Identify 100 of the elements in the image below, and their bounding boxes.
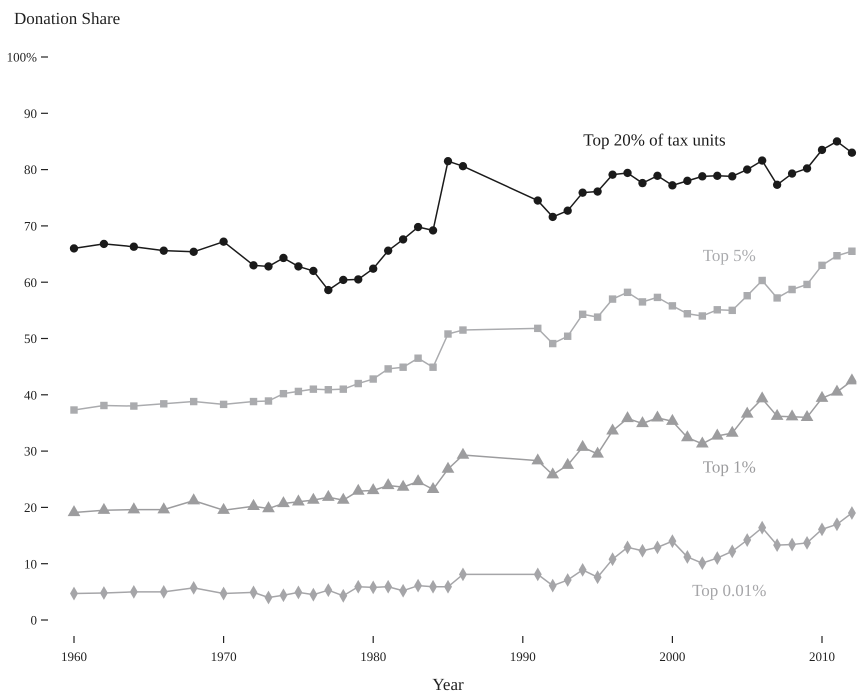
point xyxy=(264,262,273,271)
point xyxy=(399,364,407,371)
point xyxy=(638,178,647,188)
y-tick-label: 20 xyxy=(24,500,37,515)
y-tick-label: 50 xyxy=(24,331,37,346)
point xyxy=(249,261,258,270)
point xyxy=(534,196,542,205)
point xyxy=(190,398,198,406)
x-tick-label: 2010 xyxy=(809,649,835,664)
point xyxy=(100,240,108,248)
point xyxy=(414,354,422,362)
point xyxy=(698,172,707,181)
point xyxy=(638,298,646,306)
point xyxy=(549,340,556,348)
point xyxy=(444,156,452,166)
point xyxy=(773,294,781,302)
point xyxy=(728,306,736,314)
x-tick-label: 1960 xyxy=(61,649,87,664)
point xyxy=(668,181,677,190)
point xyxy=(294,262,303,271)
point xyxy=(280,390,288,398)
point xyxy=(130,242,138,251)
point xyxy=(384,246,392,255)
y-axis-title: Donation Share xyxy=(14,9,120,28)
point xyxy=(758,156,766,165)
point xyxy=(833,252,841,260)
x-tick-label: 1980 xyxy=(360,649,386,664)
point xyxy=(803,280,811,288)
point xyxy=(130,402,138,410)
point xyxy=(802,164,812,173)
x-tick-label: 1990 xyxy=(510,649,536,664)
point xyxy=(654,294,662,302)
point xyxy=(354,275,362,284)
point xyxy=(564,332,572,340)
y-tick-label: 30 xyxy=(24,444,37,459)
point xyxy=(593,187,602,196)
point xyxy=(458,162,468,170)
point xyxy=(160,246,168,255)
point xyxy=(339,276,348,284)
point xyxy=(279,254,288,262)
point xyxy=(743,292,751,300)
point xyxy=(668,302,676,310)
point xyxy=(683,176,692,186)
y-tick-label: 80 xyxy=(24,162,37,178)
point xyxy=(848,148,856,157)
point xyxy=(832,137,842,146)
point xyxy=(340,385,347,393)
x-tick-label: 1970 xyxy=(210,649,237,664)
point xyxy=(398,235,408,244)
point xyxy=(100,402,108,410)
point xyxy=(369,375,377,383)
point xyxy=(698,312,706,320)
series-label: Top 20% of tax units xyxy=(583,130,726,150)
point xyxy=(250,398,258,406)
point xyxy=(324,386,332,394)
point xyxy=(534,324,542,332)
point xyxy=(578,188,587,197)
point xyxy=(220,400,228,408)
point xyxy=(578,310,586,318)
series-label: Top 5% xyxy=(702,246,756,266)
point xyxy=(743,165,752,174)
point xyxy=(728,172,736,181)
y-tick-label: 100% xyxy=(6,50,38,65)
point xyxy=(624,288,632,296)
point xyxy=(623,168,632,178)
point xyxy=(772,180,782,189)
y-tick-label: 70 xyxy=(24,218,37,234)
x-axis-title: Year xyxy=(432,675,464,694)
y-tick-label: 40 xyxy=(24,387,37,402)
point xyxy=(384,365,392,373)
point xyxy=(219,237,228,246)
y-tick-label: 0 xyxy=(30,612,37,628)
point xyxy=(429,364,437,371)
point xyxy=(608,295,616,303)
point xyxy=(294,388,302,396)
series-label: Top 0.01% xyxy=(692,581,766,600)
point xyxy=(414,222,422,232)
point xyxy=(788,169,796,178)
series-label: Top 1% xyxy=(702,457,756,476)
point xyxy=(608,170,617,179)
point xyxy=(70,244,78,253)
point xyxy=(653,172,662,180)
point xyxy=(189,248,198,256)
y-tick-label: 10 xyxy=(24,556,37,572)
point xyxy=(848,248,856,255)
y-tick-label: 90 xyxy=(24,106,37,121)
point xyxy=(428,226,438,235)
point xyxy=(563,206,572,215)
point xyxy=(714,306,721,314)
point xyxy=(684,310,692,318)
point xyxy=(758,276,766,284)
y-tick-label: 60 xyxy=(24,274,37,290)
point xyxy=(309,266,318,276)
point xyxy=(818,146,826,154)
point xyxy=(548,212,557,222)
point xyxy=(818,262,826,270)
point xyxy=(324,286,333,294)
x-tick-label: 2000 xyxy=(659,649,686,664)
point xyxy=(788,286,796,294)
point xyxy=(713,172,722,180)
